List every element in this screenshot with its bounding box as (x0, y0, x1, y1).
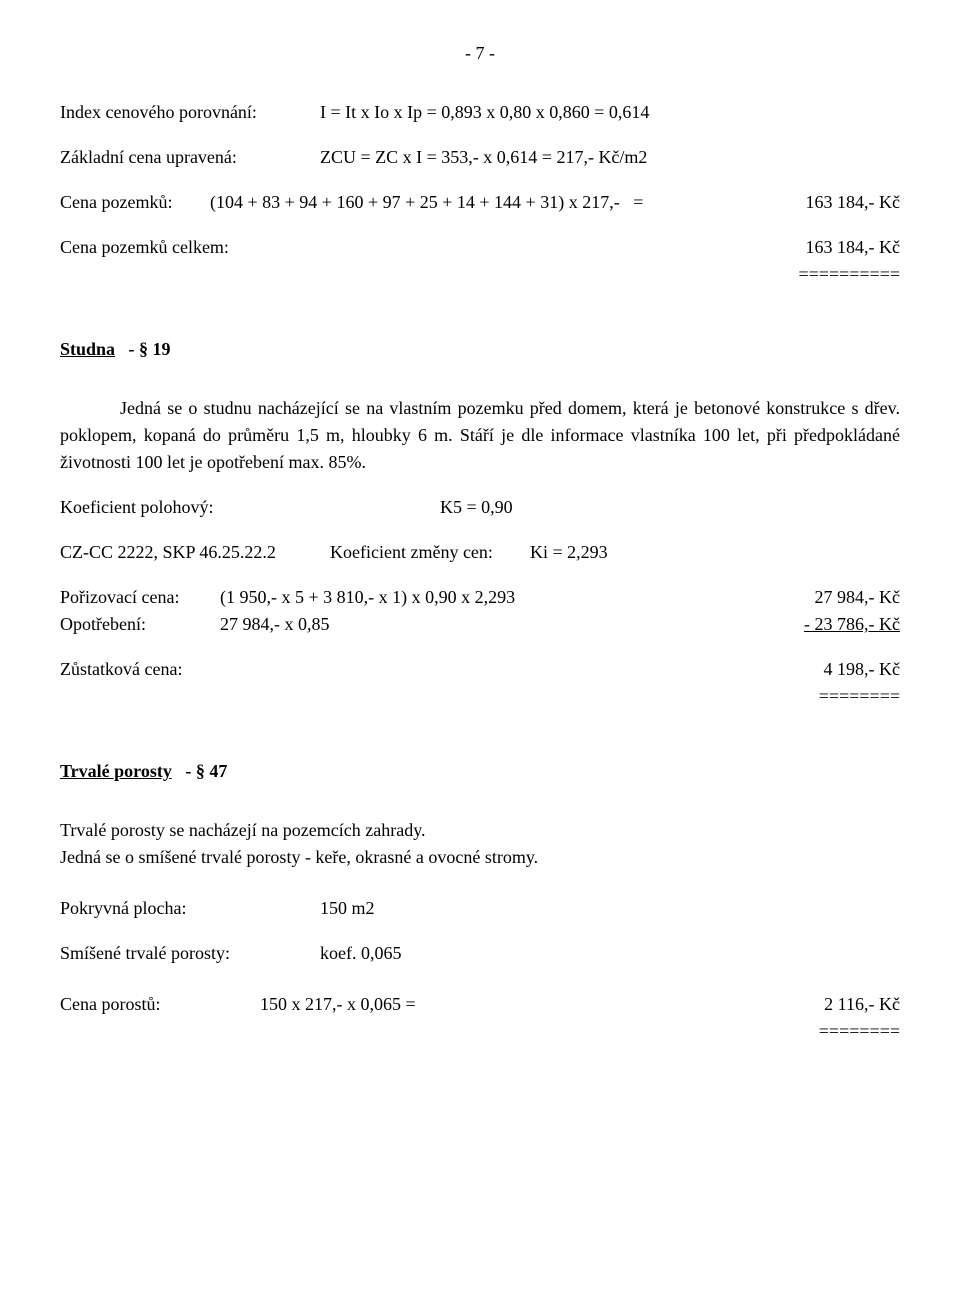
cena-porostu-value: 2 116,- Kč (824, 994, 900, 1014)
cena-porostu-formula: 150 x 217,- x 0,065 = (260, 991, 760, 1045)
k5-value: K5 = 0,90 (440, 494, 513, 521)
porosty-section-text: - § 47 (185, 761, 227, 781)
porosty-heading-row: Trvalé porosty - § 47 (60, 758, 900, 785)
zustatkova-separator: ======== (819, 686, 900, 706)
ki-value: Ki = 2,293 (530, 539, 608, 566)
studna-heading: Studna (60, 339, 115, 359)
cena-porostu-separator: ======== (819, 1021, 900, 1041)
studna-section-text: - § 19 (129, 339, 171, 359)
smisene-row: Smíšené trvalé porosty: koef. 0,065 (60, 940, 900, 967)
zcu-value: ZCU = ZC x I = 353,- x 0,614 = 217,- Kč/… (320, 144, 900, 171)
opotrebeni-row: Opotřebení: 27 984,- x 0,85 - 23 786,- K… (60, 611, 900, 638)
k5-label: Koeficient polohový: (60, 494, 440, 521)
ki-label: Koeficient změny cen: (330, 539, 530, 566)
cena-pozemku-formula: (104 + 83 + 94 + 160 + 97 + 25 + 14 + 14… (210, 189, 760, 216)
porizovaci-label: Pořizovací cena: (60, 584, 220, 611)
porizovaci-row: Pořizovací cena: (1 950,- x 5 + 3 810,- … (60, 584, 900, 611)
opotrebeni-formula: 27 984,- x 0,85 (220, 611, 760, 638)
cena-pozemku-value: 163 184,- Kč (760, 189, 900, 216)
opotrebeni-value: - 23 786,- Kč (760, 611, 900, 638)
pokryvna-value: 150 m2 (320, 895, 375, 922)
smisene-label: Smíšené trvalé porosty: (60, 940, 320, 967)
porosty-line1: Trvalé porosty se nacházejí na pozemcích… (60, 817, 900, 844)
zustatkova-label: Zůstatková cena: (60, 656, 182, 710)
porizovaci-formula: (1 950,- x 5 + 3 810,- x 1) x 0,90 x 2,2… (220, 584, 760, 611)
cena-pozemku-celkem-label: Cena pozemků celkem: (60, 234, 229, 288)
cena-pozemku-celkem-row: Cena pozemků celkem: 163 184,- Kč ======… (60, 234, 900, 288)
cz-code: CZ-CC 2222, SKP 46.25.22.2 (60, 539, 330, 566)
zcu-row: Základní cena upravená: ZCU = ZC x I = 3… (60, 144, 900, 171)
studna-text-content: Jedná se o studnu nacházející se na vlas… (60, 398, 900, 472)
cena-porostu-row: Cena porostů: 150 x 217,- x 0,065 = 2 11… (60, 991, 900, 1045)
porizovaci-value: 27 984,- Kč (760, 584, 900, 611)
index-value: I = It x Io x Ip = 0,893 x 0,80 x 0,860 … (320, 99, 900, 126)
page-number: - 7 - (60, 40, 900, 67)
porosty-line2: Jedná se o smíšené trvalé porosty - keře… (60, 844, 900, 871)
zustatkova-value: 4 198,- Kč (824, 659, 900, 679)
opotrebeni-label: Opotřebení: (60, 611, 220, 638)
porosty-heading: Trvalé porosty (60, 761, 172, 781)
k5-row: Koeficient polohový: K5 = 0,90 (60, 494, 900, 521)
studna-text: Jedná se o studnu nacházející se na vlas… (60, 395, 900, 476)
pokryvna-label: Pokryvná plocha: (60, 895, 320, 922)
zcu-label: Základní cena upravená: (60, 144, 320, 171)
cena-pozemku-label: Cena pozemků: (60, 189, 210, 216)
cena-pozemku-celkem-value: 163 184,- Kč (806, 237, 900, 257)
smisene-value: koef. 0,065 (320, 940, 401, 967)
studna-section (120, 339, 129, 359)
cena-pozemku-celkem-separator: ========== (798, 264, 900, 284)
ki-row: CZ-CC 2222, SKP 46.25.22.2 Koeficient zm… (60, 539, 900, 566)
cena-porostu-label: Cena porostů: (60, 991, 260, 1045)
zustatkova-row: Zůstatková cena: 4 198,- Kč ======== (60, 656, 900, 710)
pokryvna-row: Pokryvná plocha: 150 m2 (60, 895, 900, 922)
index-row: Index cenového porovnání: I = It x Io x … (60, 99, 900, 126)
studna-heading-row: Studna - § 19 (60, 336, 900, 363)
index-label: Index cenového porovnání: (60, 99, 320, 126)
cena-pozemku-row: Cena pozemků: (104 + 83 + 94 + 160 + 97 … (60, 189, 900, 216)
